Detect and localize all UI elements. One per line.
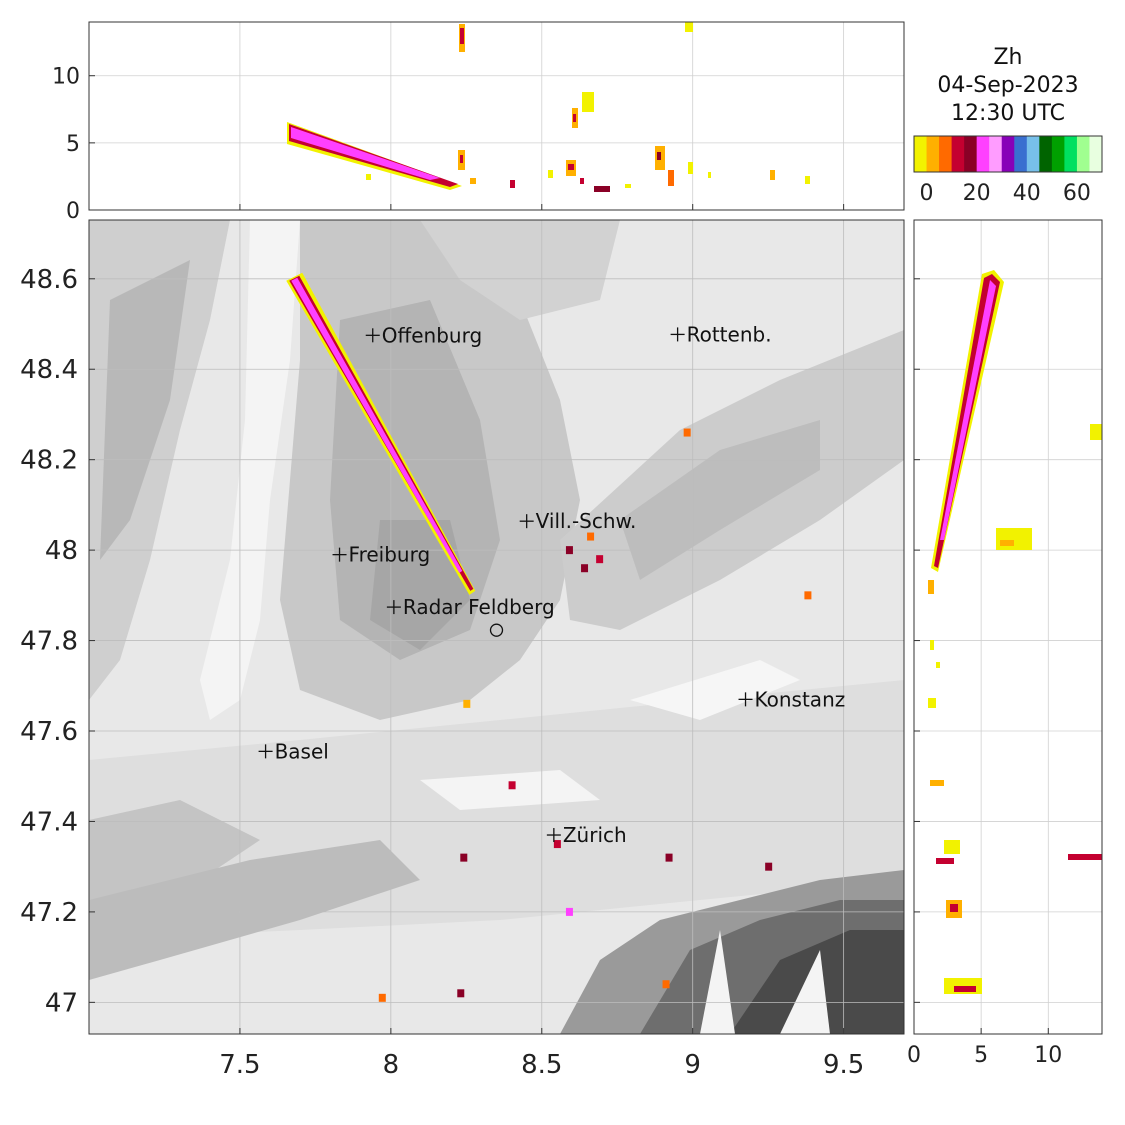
- echo-cell: [508, 781, 516, 790]
- colorbar-swatch: [1026, 136, 1040, 172]
- lon-height-panel: 0 5 10: [52, 21, 905, 224]
- terrain-layer: [89, 220, 904, 1034]
- y-tick-label: 47.6: [20, 717, 78, 747]
- x-tick-label: 0: [907, 1043, 921, 1068]
- colorbar-title-line-2: 04-Sep-2023: [937, 73, 1078, 98]
- lon-height-x-tickmarks: [239, 204, 845, 210]
- city-label: Radar Feldberg: [403, 595, 555, 619]
- colorbar-tick-label: 20: [963, 181, 991, 206]
- colorbar-swatch: [976, 136, 990, 172]
- echo-cell: [581, 564, 589, 573]
- y-tick-label: 48.2: [20, 446, 78, 476]
- echo-cell: [457, 989, 465, 998]
- x-tick-label: 8: [383, 1050, 400, 1080]
- echo-cell: [565, 546, 573, 555]
- plan-view-grid: [89, 220, 904, 1034]
- plan-view-x-ticks: 7.5 8 8.5 9 9.5: [219, 1028, 864, 1080]
- height-lat-x-ticks: 0 5 10: [907, 1028, 1062, 1068]
- x-tick-label: 9.5: [823, 1050, 864, 1080]
- colorbar-swatch: [914, 136, 928, 172]
- colorbar-swatch: [926, 136, 940, 172]
- x-tick-label: 5: [974, 1043, 988, 1068]
- x-tick-label: 8.5: [521, 1050, 562, 1080]
- city-label: Freiburg: [349, 543, 431, 567]
- colorbar-swatch: [939, 136, 953, 172]
- echo-band-core: [291, 277, 463, 573]
- y-tick-label: 5: [66, 132, 80, 157]
- colorbar-swatch: [964, 136, 978, 172]
- echo-cell: [463, 699, 471, 708]
- city-label: Zürich: [563, 823, 627, 847]
- lon-height-echoes: [287, 22, 810, 192]
- y-tick-label: 47.8: [20, 627, 78, 657]
- colorbar-frame: [913, 135, 1103, 173]
- echo-cell: [765, 862, 773, 871]
- colorbar: Zh 04-Sep-2023 12:30 UTC 0 20 40 60: [913, 45, 1103, 206]
- colorbar-title-line-3: 12:30 UTC: [951, 101, 1065, 126]
- y-tick-label: 47.4: [20, 807, 78, 837]
- city-label: Offenburg: [382, 323, 482, 347]
- radar-site-marker: [489, 623, 504, 637]
- colorbar-tick-label: 60: [1063, 181, 1091, 206]
- colorbar-swatch: [1089, 136, 1103, 172]
- colorbar-tick-label: 40: [1013, 181, 1041, 206]
- height-lat-echoes: [928, 270, 1102, 994]
- colorbar-swatch: [989, 136, 1003, 172]
- lon-height-y-ticks: 0 5 10: [52, 65, 95, 224]
- plan-view-echoes: [286, 272, 812, 1002]
- colorbar-swatches: [914, 136, 1103, 172]
- plan-view-y-ticks: 47 47.2 47.4 47.6 47.8 48 48.2 48.4 48.6: [20, 265, 95, 1018]
- colorbar-swatch: [951, 136, 965, 172]
- echo-cell: [565, 907, 573, 916]
- x-tick-label: 9: [684, 1050, 701, 1080]
- city-label: Basel: [275, 739, 329, 763]
- plan-view-frame: [88, 219, 905, 1035]
- height-lat-panel: 0 5 10: [907, 219, 1103, 1068]
- height-lat-y-tickmarks: [914, 278, 920, 1003]
- colorbar-swatch: [1039, 136, 1053, 172]
- y-tick-label: 48.4: [20, 355, 78, 385]
- city-label: Konstanz: [755, 687, 846, 711]
- colorbar-title-line-1: Zh: [993, 45, 1022, 70]
- y-tick-label: 48: [45, 536, 78, 566]
- echo-cell: [804, 591, 812, 600]
- x-tick-label: 10: [1034, 1043, 1062, 1068]
- colorbar-swatch: [1051, 136, 1065, 172]
- echo-cell: [553, 840, 561, 849]
- city-label: Vill.-Schw.: [536, 509, 637, 533]
- plan-view-panel: Offenburg Rottenb. Vill.-Schw. Freiburg Rada…: [20, 219, 905, 1080]
- y-tick-label: 47: [45, 988, 78, 1018]
- colorbar-swatch: [1076, 136, 1090, 172]
- echo-cell: [587, 532, 595, 541]
- lon-height-frame: [88, 21, 905, 211]
- colorbar-tick-label: 0: [920, 181, 934, 206]
- x-tick-label: 7.5: [219, 1050, 260, 1080]
- echo-cell: [596, 555, 604, 564]
- y-tick-label: 47.2: [20, 898, 78, 928]
- y-tick-label: 48.6: [20, 265, 78, 295]
- colorbar-swatch: [1014, 136, 1028, 172]
- colorbar-swatch: [1001, 136, 1015, 172]
- echo-cell: [662, 980, 670, 989]
- echo-cell: [683, 428, 691, 437]
- city-markers: Offenburg Rottenb. Vill.-Schw. Freiburg Rada…: [258, 322, 846, 847]
- city-label: Rottenb.: [687, 322, 772, 346]
- echo-cell: [378, 993, 386, 1002]
- echo-cell: [665, 853, 673, 862]
- colorbar-ticks: 0 20 40 60: [920, 181, 1091, 206]
- height-lat-frame: [913, 219, 1103, 1035]
- y-tick-label: 10: [52, 65, 80, 90]
- colorbar-swatch: [1064, 136, 1078, 172]
- y-tick-label: 0: [66, 199, 80, 224]
- echo-cell: [460, 853, 468, 862]
